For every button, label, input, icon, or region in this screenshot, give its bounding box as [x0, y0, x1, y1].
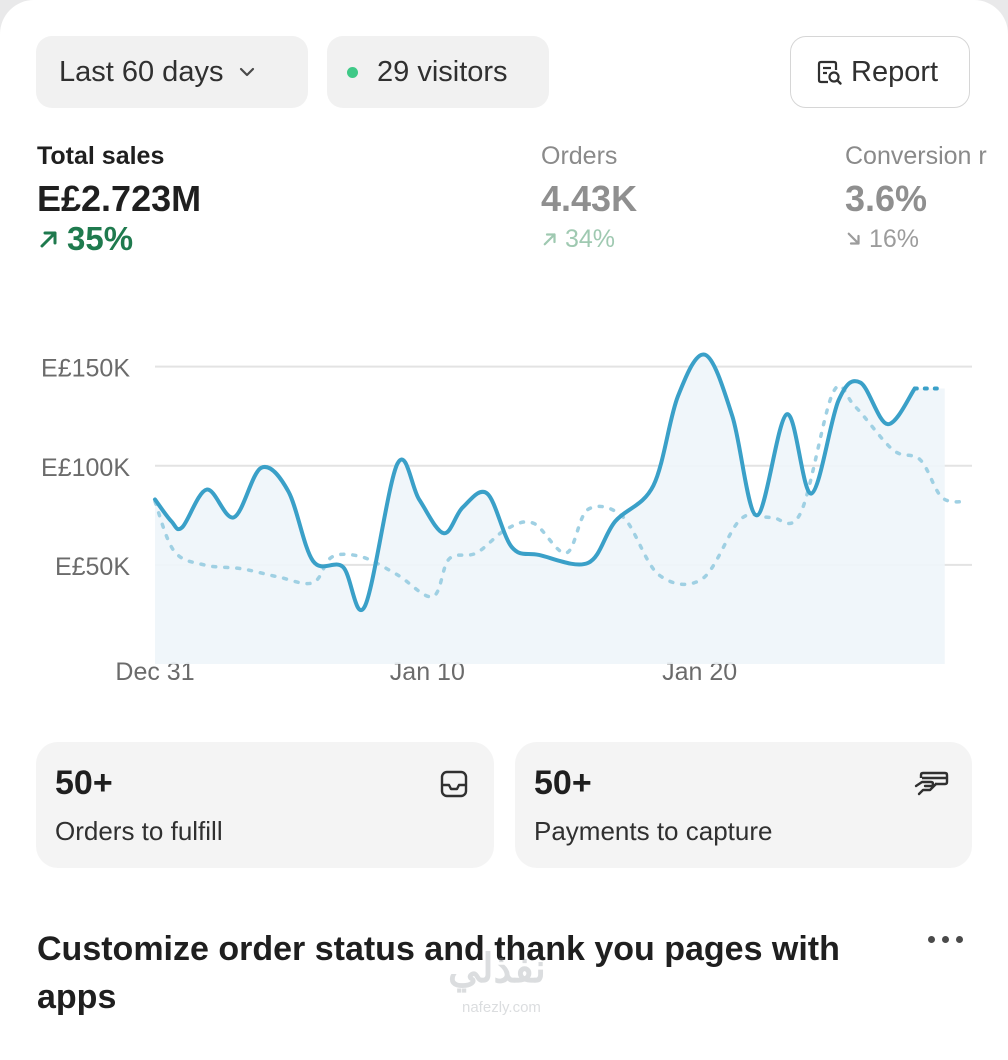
more-dot [942, 936, 949, 943]
more-dot [956, 936, 963, 943]
metric-change: 35% [67, 220, 134, 257]
metric-label: Total sales [37, 142, 165, 170]
metric-orders[interactable]: Orders 4.43K 34% [541, 140, 637, 256]
inbox-icon [438, 768, 470, 805]
live-status-dot [347, 66, 358, 78]
report-icon [815, 58, 843, 86]
more-dot [928, 936, 935, 943]
promo-heading: Customize order status and thank you pag… [37, 930, 840, 1016]
y-tick-label: E£100K [41, 454, 130, 482]
report-label: Report [851, 55, 939, 88]
metric-value: 3.6% [845, 178, 928, 219]
current-period-line [153, 352, 917, 612]
payments-to-capture-count: 50+ [534, 764, 592, 802]
more-options-button[interactable] [928, 930, 963, 949]
arrow-up-right-icon [541, 230, 559, 248]
metric-change: 16% [869, 225, 920, 253]
orders-to-fulfill-count: 50+ [55, 764, 113, 802]
metric-change: 34% [565, 225, 616, 253]
payments-to-capture-label: Payments to capture [534, 816, 773, 846]
orders-to-fulfill-card[interactable]: 50+ Orders to fulfill [36, 742, 494, 868]
metric-label: Conversion r [845, 142, 987, 170]
current-area-fill [155, 354, 945, 664]
metric-label: Orders [541, 142, 618, 170]
metric-value: E£2.723M [37, 178, 202, 219]
chevron-down-icon [237, 62, 257, 82]
y-tick-label: E£150K [41, 355, 130, 383]
report-button[interactable]: Report [790, 36, 970, 108]
date-range-select[interactable]: Last 60 days [36, 36, 308, 108]
date-range-label: Last 60 days [59, 55, 224, 88]
card-hand-icon [913, 768, 951, 805]
arrow-down-right-icon [845, 230, 863, 248]
y-tick-label: E£50K [55, 553, 130, 581]
payments-to-capture-card[interactable]: 50+ Payments to capture [515, 742, 972, 868]
metric-total-sales[interactable]: Total sales E£2.723M 35% [37, 140, 201, 256]
orders-to-fulfill-label: Orders to fulfill [55, 816, 223, 846]
arrow-up-right-icon [37, 227, 61, 251]
metric-value: 4.43K [541, 178, 638, 219]
visitors-label: 29 visitors [377, 55, 508, 88]
metric-conversion-rate[interactable]: Conversion r 3.6% 16% [845, 140, 1008, 256]
live-visitors-button[interactable]: 29 visitors [327, 36, 549, 108]
